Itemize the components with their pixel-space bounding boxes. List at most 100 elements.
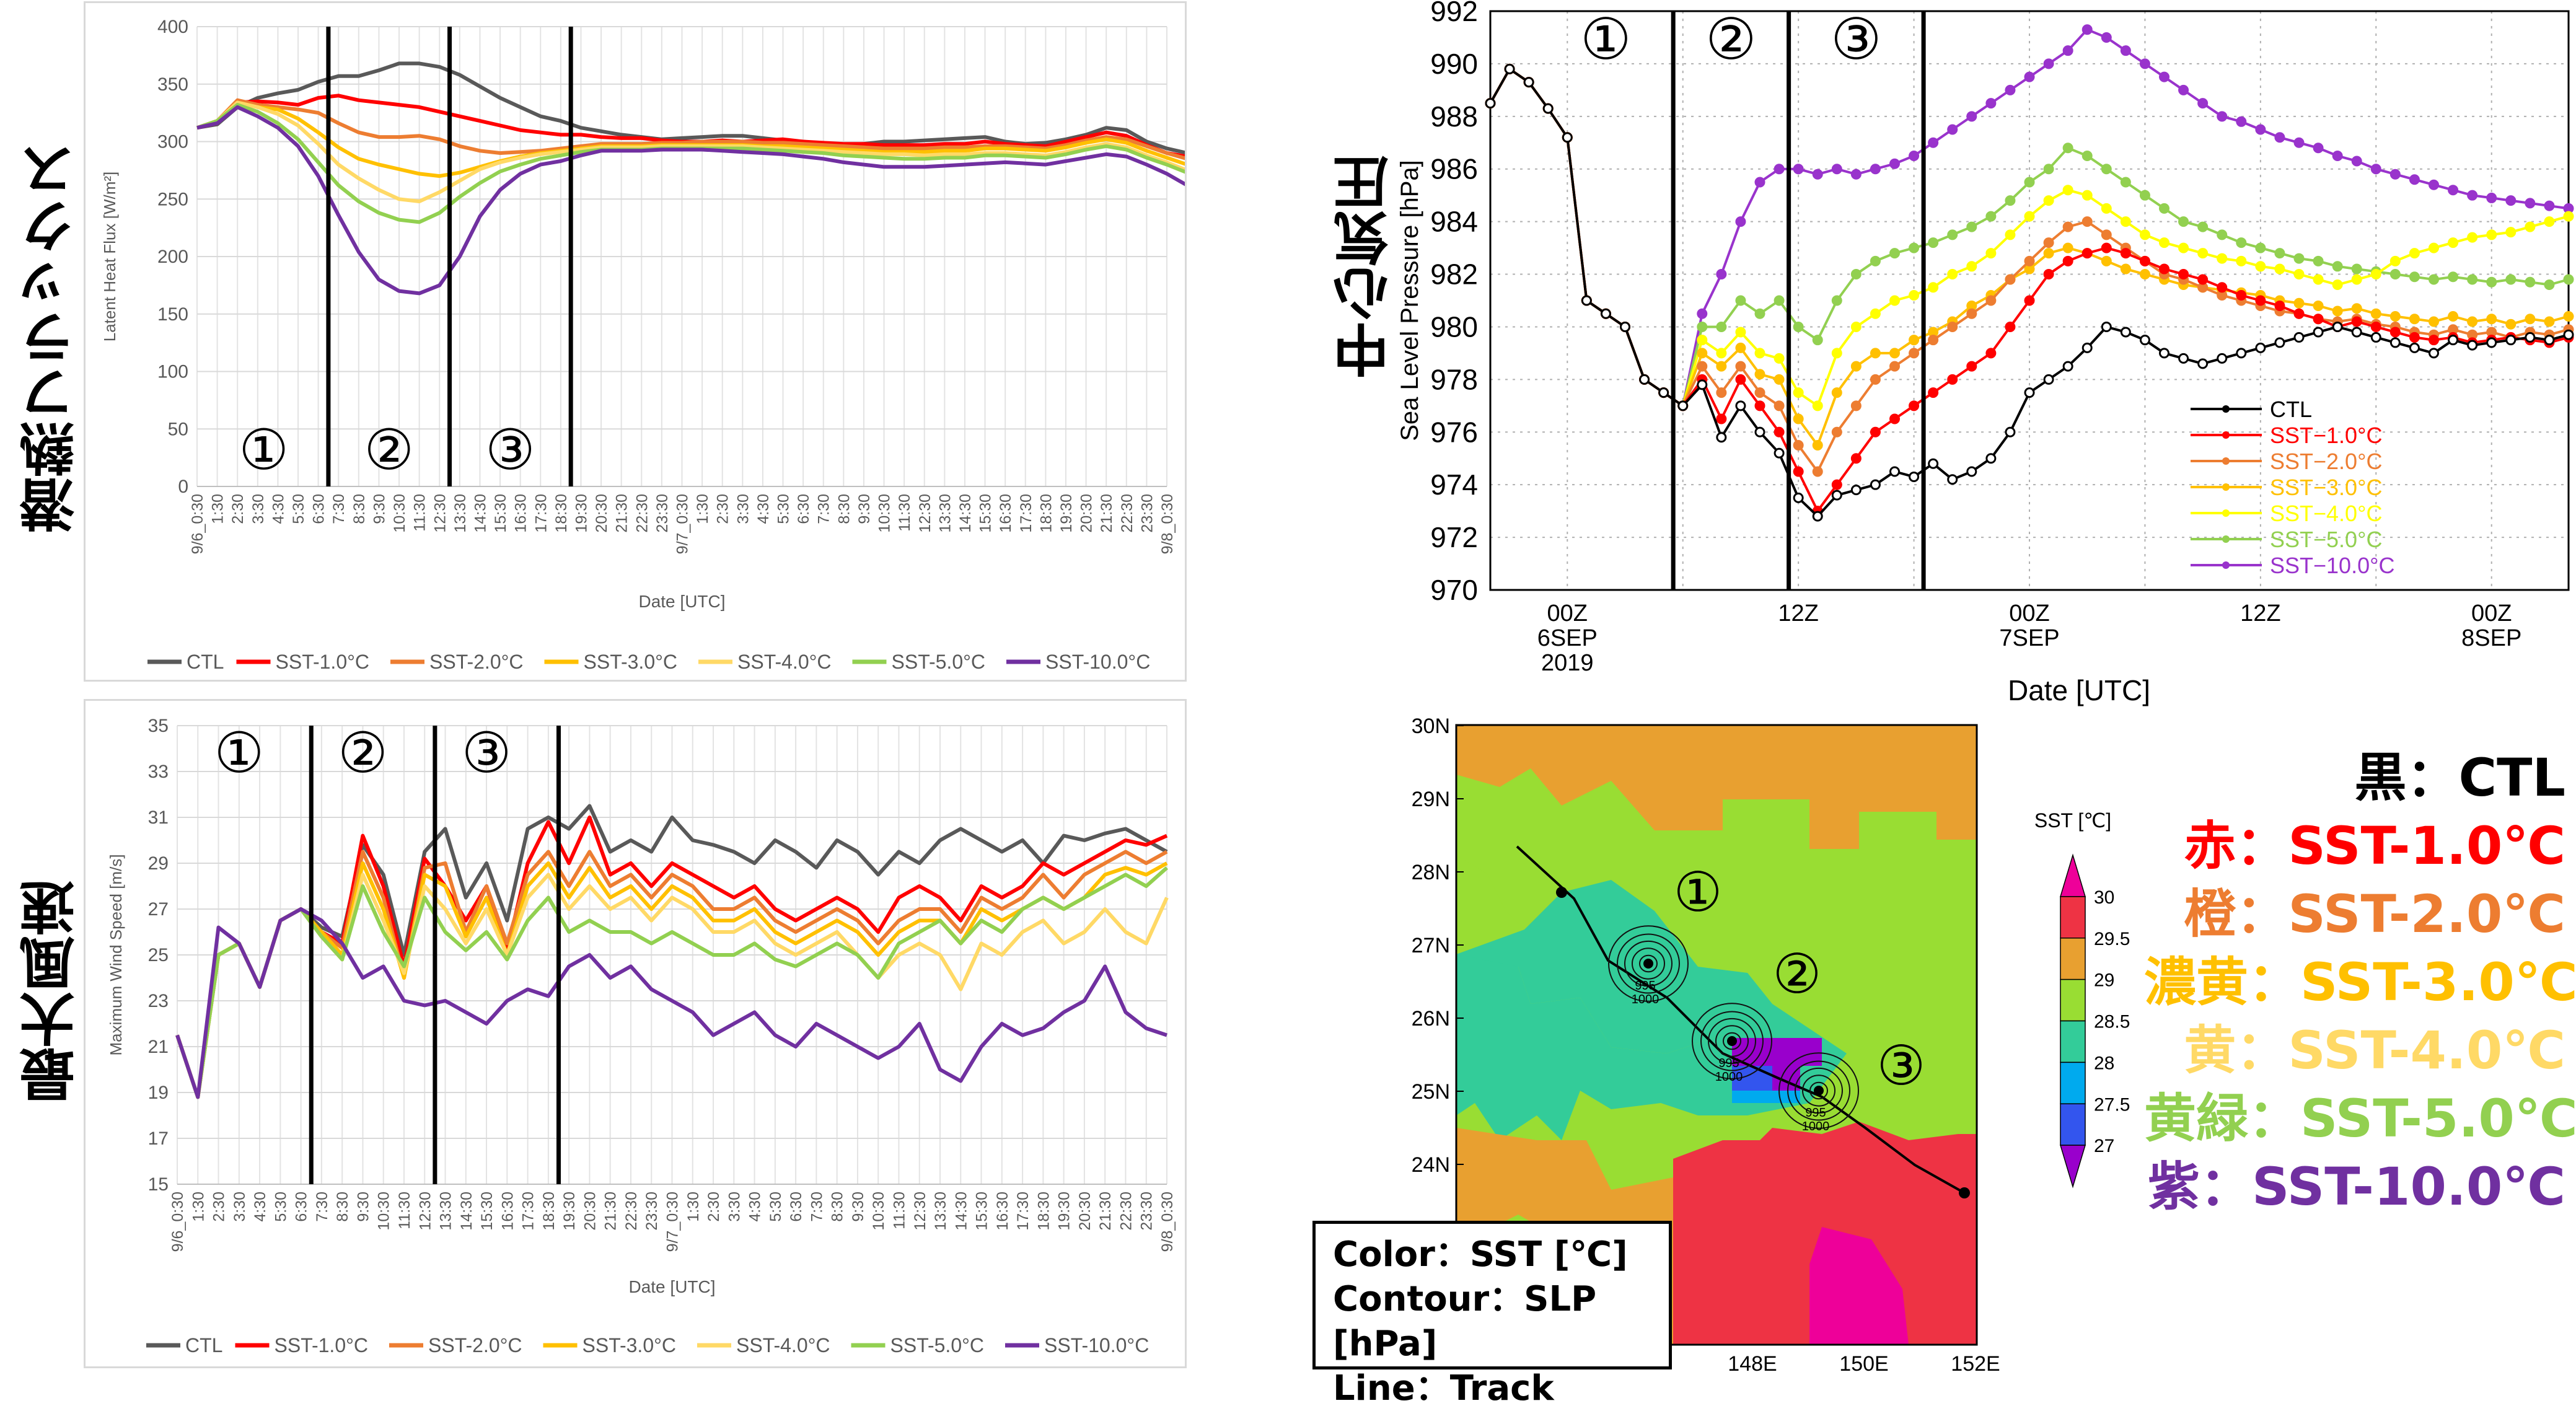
y-axis-title: Latent Heat Flux [W/m²] — [100, 172, 119, 342]
series-marker — [1909, 348, 1920, 359]
series-marker — [2197, 221, 2209, 232]
x-tick-label: 4:30 — [747, 1192, 764, 1222]
y-tick-label: 100 — [157, 362, 188, 382]
series-marker — [2120, 177, 2131, 188]
series-marker — [1793, 164, 1804, 175]
x-tick-label: 9:30 — [371, 494, 388, 524]
series-marker — [1485, 98, 1496, 109]
series-marker — [2005, 426, 2016, 437]
series-marker — [1909, 290, 1920, 301]
series-marker — [1966, 221, 1977, 232]
series-marker — [2139, 58, 2150, 69]
slp-contour — [1723, 1032, 1741, 1050]
series-marker — [2255, 242, 2266, 253]
series-marker — [2236, 116, 2247, 127]
colorbar-tick-label: 27 — [2094, 1136, 2114, 1156]
series-marker — [2081, 342, 2093, 353]
series-marker — [1812, 511, 1823, 522]
x-tick-label: 22:30 — [1119, 494, 1136, 533]
series-marker — [1697, 335, 1708, 346]
series-marker — [2024, 255, 2035, 266]
x-tick-label: 12Z — [1778, 600, 1818, 626]
lat-tick-label: 25N — [1412, 1080, 1450, 1104]
series-marker — [1581, 295, 1592, 306]
x-tick-label: 2:30 — [211, 1192, 228, 1222]
lon-tick-label: 148E — [1728, 1352, 1777, 1371]
series-marker — [1985, 295, 1997, 306]
series-marker — [2081, 216, 2093, 227]
series-line — [175, 866, 1168, 1099]
y-tick-label: 33 — [148, 762, 169, 782]
series-marker — [1909, 151, 1920, 161]
y-tick-label: 200 — [157, 247, 188, 267]
series-marker — [2505, 227, 2517, 238]
series-marker — [1754, 177, 1765, 188]
x-tick-label: 11:30 — [411, 494, 429, 532]
series-marker — [2081, 24, 2093, 35]
series-marker — [2332, 321, 2343, 332]
latent-heat-flux-label: 潜熱フラックス — [20, 143, 85, 533]
contour-label: 1000 — [1632, 993, 1659, 1006]
series-marker — [2236, 290, 2247, 301]
x-tick-label: 14:30 — [472, 494, 489, 533]
series-marker — [1831, 479, 1842, 490]
series-line — [175, 907, 1167, 1099]
phase-number-label: ① — [239, 420, 289, 481]
series-marker — [2101, 242, 2112, 253]
series-marker — [1870, 164, 1881, 175]
series-marker — [1831, 426, 1842, 437]
x-tick-label: 18:30 — [553, 494, 570, 533]
contour-label: 995 — [1718, 1057, 1739, 1070]
x-tick-label: 12:30 — [431, 494, 449, 533]
series-marker — [2139, 190, 2150, 201]
legend-label: SST-5.0°C — [892, 651, 986, 673]
sst-region-28 — [1732, 1091, 1800, 1103]
legend-label: SST-1.0°C — [276, 651, 370, 673]
slp-contour — [1608, 925, 1689, 1002]
x-tick-label: 9/7_0:30 — [664, 1192, 682, 1252]
series-marker — [1850, 400, 1862, 411]
lat-tick-label: 28N — [1412, 861, 1450, 884]
series-marker — [2505, 319, 2517, 330]
series-marker — [1697, 308, 1708, 319]
series-marker — [2139, 255, 2150, 266]
x-tick-label: 3:30 — [231, 1192, 248, 1222]
x-tick-label: 15:30 — [478, 1192, 496, 1231]
legend-label: SST-3.0°C — [584, 651, 678, 673]
legend-label: SST-1.0°C — [275, 1334, 369, 1356]
series-marker — [1985, 348, 1997, 359]
series-marker — [2409, 174, 2420, 185]
series-marker — [1620, 321, 1630, 332]
series-marker — [2351, 316, 2362, 327]
map-note-line: Color：SST [℃] — [1333, 1234, 1628, 1275]
series-marker — [2043, 374, 2054, 385]
typhoon-center — [1814, 1086, 1824, 1096]
lat-tick-label: 30N — [1412, 714, 1450, 738]
series-marker — [1947, 474, 1958, 485]
sst-region-29-5-north — [1456, 725, 1977, 849]
x-tick-label: 6:30 — [293, 1192, 310, 1222]
series-marker — [1697, 361, 1708, 372]
series-marker — [1600, 308, 1611, 319]
series-marker — [2120, 263, 2131, 275]
x-tick-label: 17:30 — [1018, 494, 1035, 533]
series-marker — [2217, 282, 2228, 293]
x-tick-label: 18:30 — [1035, 1192, 1052, 1231]
x-tick-label: 9/8_0:30 — [1159, 494, 1176, 554]
series-marker — [2467, 340, 2478, 351]
x-tick-label: 2019 — [1541, 650, 1594, 676]
lat-tick-label: 26N — [1412, 1007, 1450, 1031]
x-tick-label: 5:30 — [272, 1192, 289, 1222]
y-tick-label: 25 — [148, 945, 169, 965]
y-tick-label: 15 — [148, 1174, 169, 1195]
map-note-box: Color：SST [℃] Contour：SLP [hPa] Line：Tra… — [1312, 1221, 1672, 1409]
series-marker — [1850, 169, 1862, 180]
series-marker — [2544, 200, 2555, 211]
series-marker — [2005, 195, 2016, 206]
x-tick-label: 9/7_0:30 — [674, 494, 692, 554]
series-marker — [2370, 164, 2381, 175]
x-tick-label: 19:30 — [1058, 494, 1075, 533]
x-tick-label: 00Z — [2009, 600, 2049, 626]
x-tick-label: 13:30 — [452, 494, 469, 533]
